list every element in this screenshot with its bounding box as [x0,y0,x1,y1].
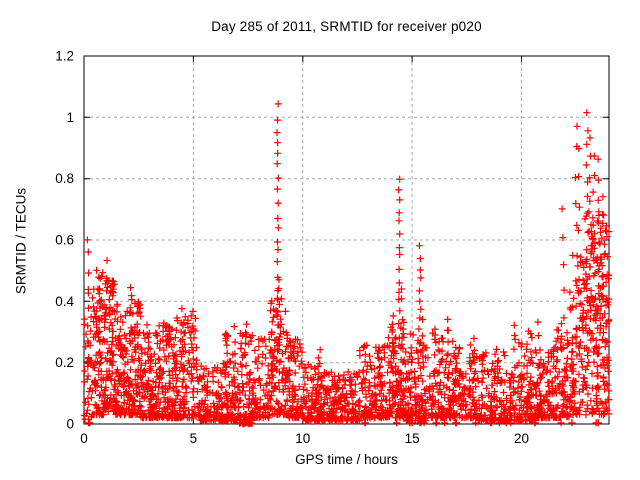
y-tick-label: 1.2 [55,49,74,64]
y-tick-label: 0.8 [55,171,74,186]
chart-title: Day 285 of 2011, SRMTID for receiver p02… [211,19,482,34]
x-tick-label: 15 [405,431,420,446]
y-tick-label: 0.2 [55,355,74,370]
y-tick-label: 0.6 [55,233,74,248]
grid-lines [84,56,609,424]
x-tick-label: 0 [80,431,88,446]
x-axis-label: GPS time / hours [295,452,398,467]
x-tick-label: 20 [514,431,529,446]
scatter-points [80,100,613,428]
y-tick-label: 0.4 [55,294,74,309]
y-tick-label: 0 [66,417,74,432]
x-tick-label: 10 [295,431,310,446]
y-axis-label: SRMTID / TECUs [13,187,29,295]
x-tick-label: 5 [190,431,198,446]
y-tick-label: 1 [66,110,74,125]
